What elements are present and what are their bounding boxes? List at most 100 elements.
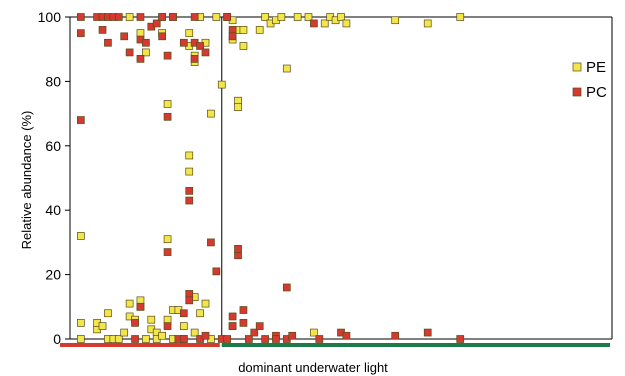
point-pe	[104, 309, 112, 318]
point-pc	[315, 335, 324, 343]
point-pc	[342, 331, 351, 340]
y-tick-label: 40	[45, 202, 61, 218]
point-pc	[163, 51, 172, 60]
point-pc	[245, 335, 253, 343]
point-pe	[125, 299, 134, 308]
point-pc	[272, 335, 280, 343]
point-pe	[261, 13, 269, 21]
y-axis-title: Relative abundance (%)	[19, 111, 34, 250]
point-pc	[76, 116, 85, 124]
point-pc	[423, 328, 432, 337]
x-axis-caption: dominant underwater light	[238, 360, 388, 375]
point-pc	[201, 331, 210, 340]
point-pc	[179, 38, 188, 47]
point-pc	[169, 13, 177, 21]
y-tick-label: 0	[53, 331, 61, 347]
point-pe	[310, 328, 318, 337]
point-pc	[131, 335, 139, 343]
point-pe	[120, 328, 129, 337]
point-pe	[147, 315, 156, 324]
point-pe	[337, 13, 345, 21]
point-pc	[228, 322, 237, 330]
point-pe	[239, 26, 248, 34]
point-pc	[163, 248, 172, 256]
y-tick-label: 60	[45, 138, 61, 154]
point-pe	[142, 335, 150, 343]
point-pe	[239, 42, 248, 50]
point-pc	[76, 29, 85, 37]
point-pe	[185, 167, 194, 176]
point-pe	[185, 29, 194, 37]
point-pc	[261, 335, 269, 343]
point-pe	[179, 322, 188, 330]
point-pe	[207, 109, 215, 118]
point-pe	[217, 80, 226, 89]
point-pc	[185, 296, 194, 305]
point-pe	[255, 26, 264, 34]
point-pe	[196, 309, 204, 318]
point-pc	[190, 13, 199, 21]
point-pe	[163, 315, 172, 324]
point-pc	[391, 331, 400, 340]
legend-marker-pc	[572, 87, 582, 97]
point-pc	[228, 32, 237, 41]
point-pc	[239, 319, 248, 327]
point-pe	[190, 328, 199, 337]
point-pc	[114, 13, 123, 21]
point-pc	[185, 196, 194, 205]
point-pe	[320, 19, 329, 28]
data-points	[76, 13, 465, 343]
point-pc	[310, 19, 318, 28]
point-pc	[104, 38, 112, 47]
point-pe	[293, 13, 302, 21]
point-pc	[98, 26, 107, 34]
point-pc	[288, 331, 297, 340]
point-pc	[158, 32, 166, 41]
point-pe	[98, 322, 107, 330]
point-pc	[255, 322, 264, 330]
point-pc	[120, 32, 129, 41]
point-pc	[282, 283, 291, 292]
point-pe	[114, 335, 123, 343]
point-pe	[423, 19, 432, 28]
point-pe	[76, 335, 85, 343]
point-pc	[223, 335, 232, 343]
point-pc	[196, 42, 204, 50]
point-pc	[239, 306, 248, 314]
point-pe	[342, 19, 351, 28]
point-pc	[223, 13, 232, 21]
point-pe	[158, 331, 166, 340]
point-pc	[163, 322, 172, 330]
legend: PE PC	[572, 59, 607, 101]
point-pe	[163, 100, 172, 108]
point-pe	[76, 232, 85, 240]
legend-label-pc: PC	[586, 84, 607, 101]
y-ticks: 0 20 40 60 80 100	[38, 9, 70, 347]
point-pc	[76, 13, 85, 21]
point-pe	[234, 96, 242, 105]
point-pc	[185, 290, 194, 298]
point-pc	[234, 251, 242, 260]
point-pe	[185, 151, 194, 160]
y-tick-label: 20	[45, 267, 61, 283]
point-pc	[142, 38, 150, 47]
point-pe	[282, 64, 291, 73]
point-pc	[163, 112, 172, 121]
point-pc	[456, 335, 465, 343]
red-light-band	[60, 343, 220, 347]
point-pc	[234, 244, 242, 253]
point-pe	[391, 16, 400, 25]
point-pc	[136, 55, 145, 63]
point-pc	[158, 13, 166, 21]
y-tick-label: 100	[38, 9, 62, 25]
point-pc	[190, 55, 199, 63]
point-pc	[201, 48, 210, 57]
point-pc	[136, 13, 145, 21]
point-pe	[304, 13, 313, 21]
light-bands	[60, 343, 610, 347]
point-pe	[136, 296, 145, 305]
point-pc	[228, 26, 237, 34]
point-pe	[277, 13, 286, 21]
point-pc	[228, 312, 237, 321]
point-pe	[76, 319, 85, 327]
